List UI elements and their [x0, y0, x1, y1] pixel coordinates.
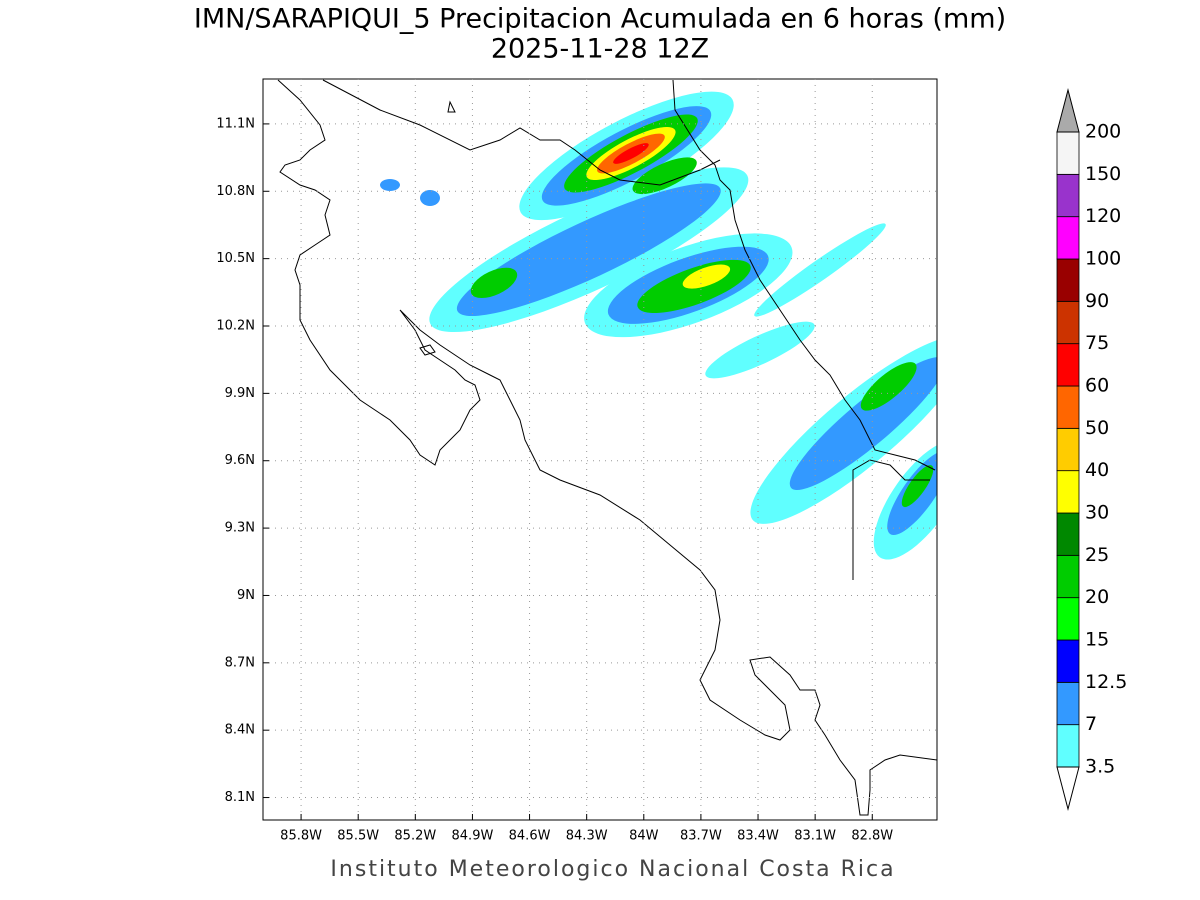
y-tick-label: 8.4N	[225, 723, 255, 738]
colorbar-label: 50	[1085, 417, 1109, 439]
subtitle: 2025-11-28 12Z	[491, 34, 709, 65]
x-tick-label: 84.3W	[566, 829, 608, 844]
colorbar-label: 90	[1085, 290, 1109, 312]
y-tick-label: 9N	[237, 588, 255, 603]
x-tick-label: 83.7W	[680, 829, 722, 844]
colorbar-bin	[1056, 131, 1080, 175]
title: IMN/SARAPIQUI_5 Precipitacion Acumulada …	[194, 4, 1006, 35]
x-tick-label: 83.1W	[794, 829, 836, 844]
colorbar-bin	[1056, 512, 1080, 556]
colorbar-bin	[1056, 554, 1080, 599]
colorbar-bin	[1056, 216, 1080, 260]
precipitation-field	[380, 91, 937, 560]
x-tick-label: 85.2W	[394, 829, 436, 844]
colorbar-bin	[1056, 470, 1080, 514]
map-frame	[262, 78, 938, 821]
colorbar-label: 12.5	[1085, 671, 1127, 693]
colorbar-under	[1056, 766, 1080, 811]
x-tick-label: 85.8W	[280, 829, 322, 844]
y-tick-label: 9.9N	[225, 386, 255, 401]
colorbar-bin	[1056, 724, 1080, 768]
x-tick-label: 85.5W	[337, 829, 379, 844]
colorbar-bin	[1056, 258, 1080, 302]
x-tick-label: 84.6W	[509, 829, 551, 844]
colorbar-bin	[1056, 173, 1080, 218]
y-tick-label: 11.1N	[216, 116, 255, 131]
colorbar-label: 30	[1085, 502, 1109, 524]
colorbar-label: 40	[1085, 459, 1109, 481]
y-tick-label: 8.7N	[225, 655, 255, 670]
colorbar-label: 120	[1085, 205, 1121, 227]
colorbar-label: 200	[1085, 121, 1121, 143]
colorbar-label: 7	[1085, 713, 1097, 735]
colorbar-bin	[1056, 639, 1080, 683]
colorbar-label: 15	[1085, 629, 1109, 651]
x-tick-label: 82.8W	[851, 829, 893, 844]
x-tick-label: 84.9W	[452, 829, 494, 844]
y-tick-label: 9.6N	[225, 453, 255, 468]
y-tick-label: 10.2N	[216, 319, 255, 334]
colorbar-label: 20	[1085, 586, 1109, 608]
colorbar-bin	[1056, 597, 1080, 641]
colorbar-label: 3.5	[1085, 756, 1115, 778]
colorbar-label: 75	[1085, 332, 1109, 354]
x-tick-label: 84W	[629, 829, 659, 844]
colorbar-label: 60	[1085, 375, 1109, 397]
x-tick-label: 83.4W	[737, 829, 779, 844]
colorbar-bin	[1056, 385, 1080, 429]
colorbar-label: 25	[1085, 544, 1109, 566]
y-tick-label: 10.8N	[216, 184, 255, 199]
colorbar-over	[1056, 88, 1080, 133]
colorbar-label: 150	[1085, 163, 1121, 185]
coastline	[277, 79, 937, 816]
y-tick-label: 9.3N	[225, 521, 255, 536]
footer: Instituto Meteorologico Nacional Costa R…	[330, 857, 895, 882]
colorbar-bin	[1056, 343, 1080, 387]
colorbar-bin	[1056, 427, 1080, 472]
colorbar-bin	[1056, 681, 1080, 726]
y-tick-label: 10.5N	[216, 251, 255, 266]
colorbar-label: 100	[1085, 248, 1121, 270]
colorbar-bin	[1056, 300, 1080, 345]
y-tick-label: 8.1N	[225, 790, 255, 805]
